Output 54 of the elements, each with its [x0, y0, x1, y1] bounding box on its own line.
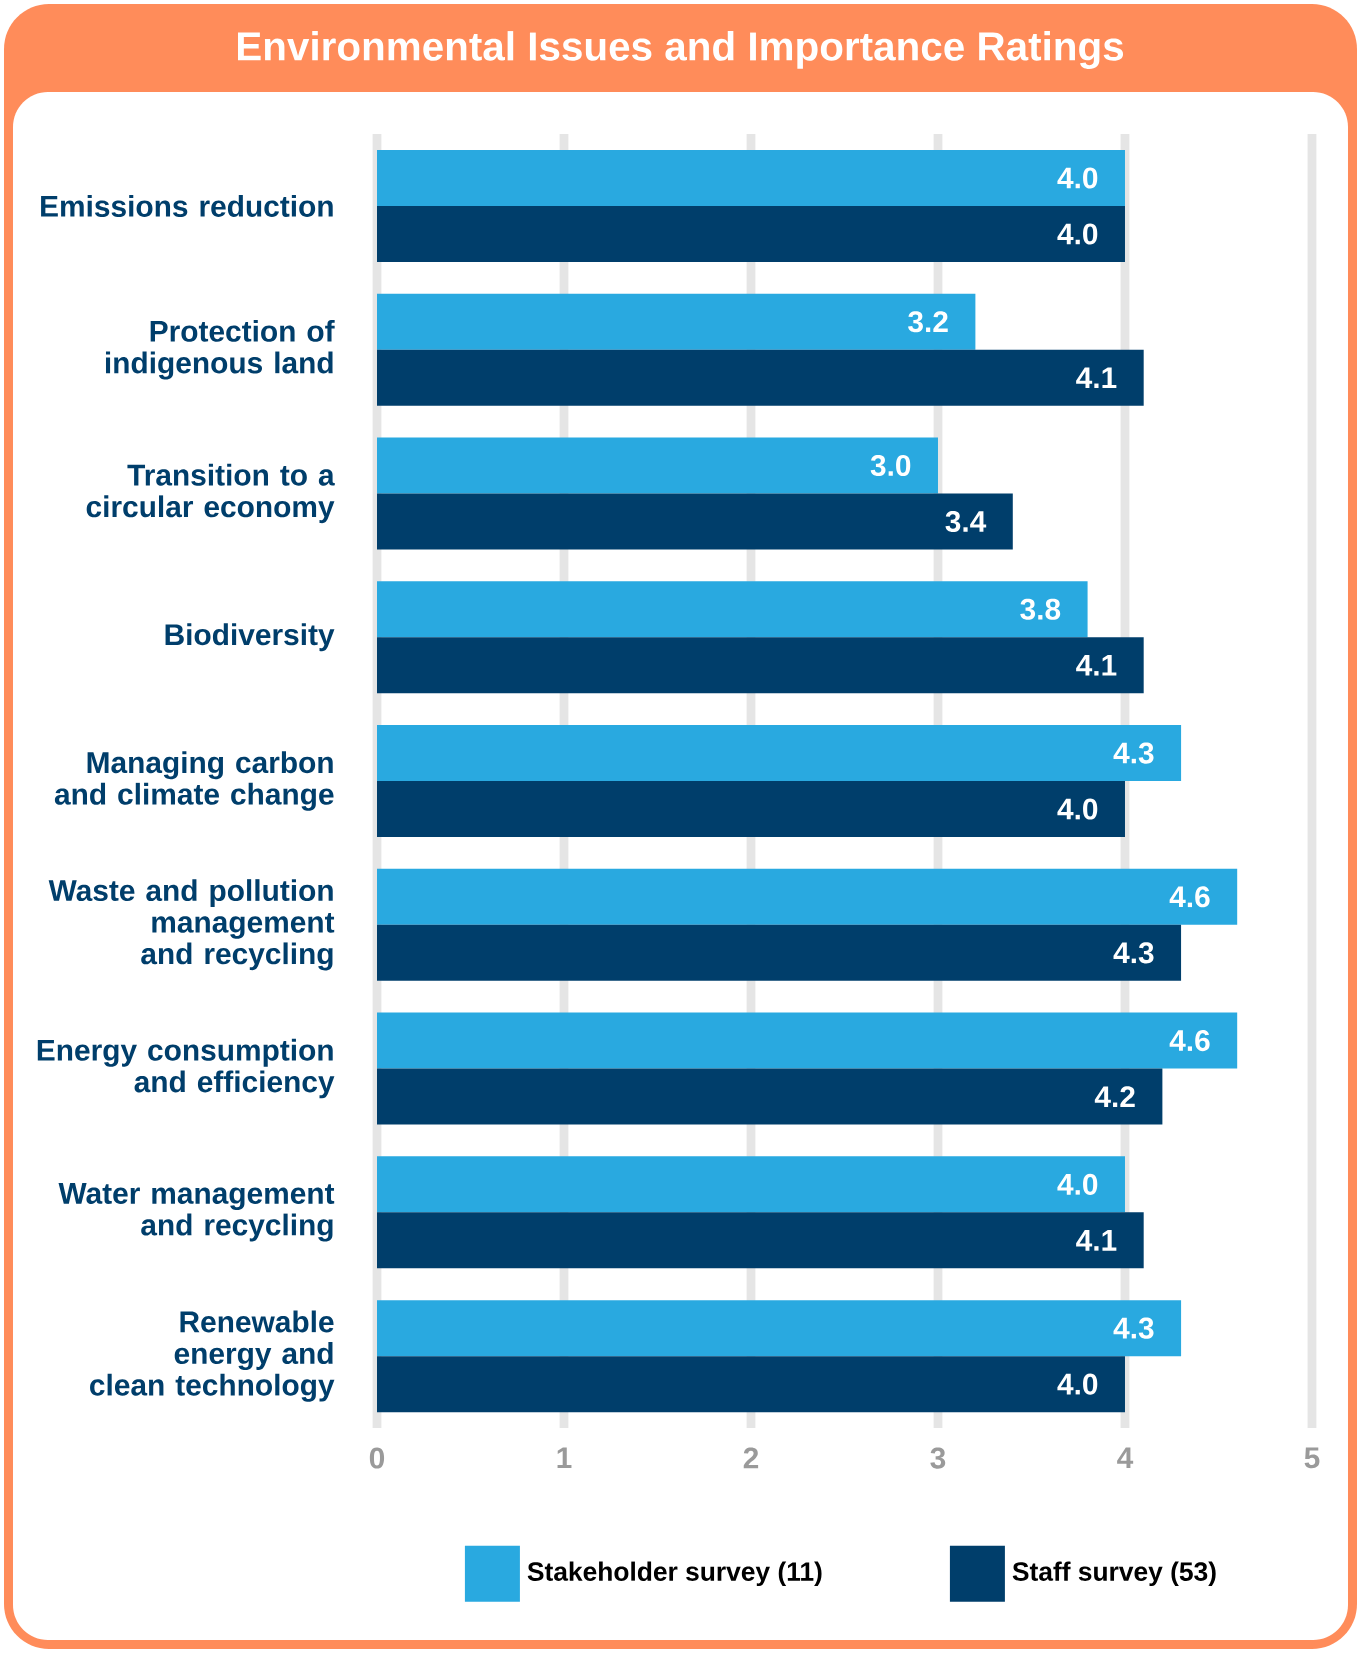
x-tick-label: 1	[557, 1447, 572, 1469]
bar	[377, 1300, 1182, 1357]
data-label: 4.6	[1169, 886, 1210, 908]
bar	[377, 781, 1125, 838]
bar	[377, 293, 976, 350]
data-label: 4.0	[1057, 223, 1098, 245]
y-tick-label: Protection of indigenous land	[105, 319, 335, 380]
x-tick-label: 4	[1117, 1447, 1134, 1469]
x-tick-label: 2	[743, 1447, 759, 1469]
data-label: 4.2	[1094, 1086, 1135, 1108]
legend-label: Staff survey (53)	[1012, 1561, 1216, 1587]
bar	[377, 1068, 1163, 1125]
bar	[377, 493, 1013, 550]
x-tick-label: 3	[930, 1447, 946, 1469]
bar	[377, 725, 1182, 782]
data-label: 4.0	[1057, 798, 1098, 820]
chart-title: Environmental Issues and Importance Ratings	[238, 31, 1124, 69]
legend-label: Stakeholder survey (11)	[527, 1561, 822, 1587]
bar	[377, 149, 1125, 206]
data-label: 4.6	[1169, 1030, 1210, 1052]
bar	[377, 1212, 1144, 1269]
x-tick-label: 5	[1304, 1447, 1320, 1469]
data-label: 4.0	[1057, 1173, 1098, 1195]
bar	[377, 205, 1125, 262]
y-tick-label: Biodiversity	[165, 623, 335, 652]
y-tick-label: Transition to a circular economy	[86, 463, 335, 524]
bar	[377, 581, 1088, 638]
data-label: 4.3	[1113, 942, 1154, 964]
data-label: 4.3	[1113, 1317, 1154, 1339]
data-label: 4.0	[1057, 167, 1098, 189]
bar	[377, 868, 1238, 925]
data-label: 3.2	[908, 311, 948, 333]
bar	[377, 1356, 1125, 1413]
y-tick-label: Renewable energy and clean technology	[90, 1310, 335, 1402]
bar	[377, 1156, 1125, 1213]
x-tick-label: 0	[369, 1447, 385, 1469]
bar	[377, 1012, 1238, 1069]
data-label: 4.3	[1113, 742, 1154, 764]
y-tick-label: Energy consumption and efficiency	[37, 1038, 335, 1099]
data-label: 3.8	[1020, 598, 1061, 620]
data-label: 4.1	[1076, 1230, 1117, 1251]
data-label: 3.0	[870, 454, 911, 477]
y-tick-label: Waste and pollution management and recycling	[48, 879, 335, 971]
y-tick-label: Water management and recycling	[58, 1183, 335, 1242]
y-tick-label: Managing carbon and climate change	[54, 751, 334, 811]
data-label: 4.0	[1057, 1373, 1098, 1395]
data-label: 3.4	[945, 510, 987, 533]
data-label: 4.1	[1076, 367, 1117, 388]
bar	[377, 349, 1144, 406]
data-label: 4.1	[1076, 654, 1117, 676]
bar	[377, 437, 938, 494]
bar	[377, 637, 1144, 694]
bar	[377, 924, 1182, 981]
y-tick-label: Emissions reduction	[41, 194, 333, 217]
